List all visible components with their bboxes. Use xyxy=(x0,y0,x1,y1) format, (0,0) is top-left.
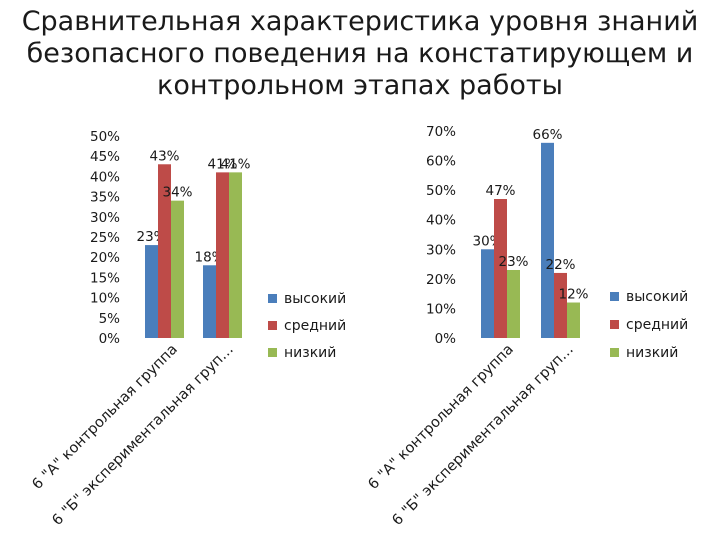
bar xyxy=(216,172,229,338)
y-tick-label: 30% xyxy=(426,242,456,258)
legend-swatch xyxy=(268,321,277,330)
legend-swatch xyxy=(610,292,619,301)
title-line-1: Сравнительная характеристика уровня знан… xyxy=(21,6,699,37)
data-label: 22% xyxy=(545,257,575,273)
data-label: 23% xyxy=(498,254,528,270)
chart-title: Сравнительная характеристика уровня знан… xyxy=(0,6,720,102)
bar xyxy=(158,164,171,338)
legend-swatch xyxy=(610,320,619,329)
legend-label: низкий xyxy=(284,345,336,361)
bar xyxy=(567,302,580,338)
y-tick-label: 40% xyxy=(90,169,120,185)
y-tick-label: 50% xyxy=(90,129,120,145)
legend-label: высокий xyxy=(284,291,346,307)
y-tick-label: 10% xyxy=(90,291,120,307)
data-label: 34% xyxy=(162,185,192,201)
data-label: 41% xyxy=(220,156,250,172)
y-tick-label: 0% xyxy=(99,331,121,347)
y-tick-label: 40% xyxy=(426,213,456,229)
y-tick-label: 20% xyxy=(90,250,120,266)
y-tick-label: 30% xyxy=(90,210,120,226)
y-tick-label: 5% xyxy=(99,311,121,327)
legend-label: низкий xyxy=(626,345,678,361)
y-tick-label: 15% xyxy=(90,270,120,286)
legend-label: средний xyxy=(626,317,688,333)
y-tick-label: 50% xyxy=(426,183,456,199)
bar xyxy=(229,172,242,338)
data-label: 43% xyxy=(149,148,179,164)
bar xyxy=(145,245,158,338)
legend-swatch xyxy=(268,294,277,303)
bar xyxy=(203,265,216,338)
bar xyxy=(554,272,567,338)
y-tick-label: 10% xyxy=(426,301,456,317)
data-label: 12% xyxy=(558,287,588,303)
data-label: 47% xyxy=(485,183,515,199)
legend-label: высокий xyxy=(626,289,688,305)
y-tick-label: 35% xyxy=(90,190,120,206)
bar xyxy=(481,249,494,338)
title-line-3: контрольном этапах работы xyxy=(157,70,563,101)
y-tick-label: 0% xyxy=(435,331,457,347)
legend-swatch xyxy=(610,348,619,357)
bar xyxy=(171,200,184,338)
bar xyxy=(541,142,554,338)
y-tick-label: 25% xyxy=(90,230,120,246)
bar xyxy=(494,199,507,338)
y-tick-label: 20% xyxy=(426,272,456,288)
y-tick-label: 70% xyxy=(426,124,456,140)
data-label: 66% xyxy=(532,127,562,143)
legend-label: средний xyxy=(284,318,346,334)
legend-swatch xyxy=(268,348,277,357)
y-tick-label: 60% xyxy=(426,154,456,170)
chart-1: 0%5%10%15%20%25%30%35%40%45%50%23%43%34%… xyxy=(29,129,346,529)
y-tick-label: 45% xyxy=(90,149,120,165)
chart-2: 0%10%20%30%40%50%60%70%30%47%23%6 "А" ко… xyxy=(365,124,688,529)
bar xyxy=(507,269,520,338)
data-label: 41% xyxy=(207,156,237,172)
title-line-2: безопасного поведения на констатирующем … xyxy=(26,38,694,69)
